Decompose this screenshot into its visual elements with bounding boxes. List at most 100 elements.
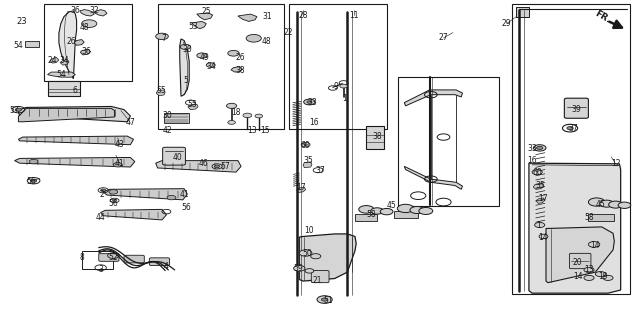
Polygon shape (15, 157, 135, 167)
Polygon shape (188, 104, 198, 110)
Circle shape (246, 35, 261, 42)
Polygon shape (101, 209, 167, 220)
Polygon shape (404, 166, 462, 189)
Circle shape (294, 266, 305, 271)
Polygon shape (80, 10, 94, 16)
Text: 26: 26 (67, 37, 76, 46)
Text: 30: 30 (183, 44, 192, 54)
Text: 57: 57 (10, 106, 20, 115)
Text: FR.: FR. (593, 9, 612, 25)
Polygon shape (191, 21, 206, 29)
Text: 33: 33 (527, 144, 537, 153)
Text: 8: 8 (79, 253, 84, 262)
Circle shape (533, 145, 546, 151)
Text: 20: 20 (573, 258, 583, 267)
Text: 58: 58 (584, 213, 594, 222)
Circle shape (113, 163, 122, 167)
Circle shape (600, 200, 614, 207)
Circle shape (371, 208, 384, 214)
Text: 4: 4 (164, 262, 169, 271)
Text: 16: 16 (309, 118, 319, 127)
Text: 54: 54 (56, 70, 66, 79)
Circle shape (539, 234, 548, 239)
Circle shape (419, 207, 433, 214)
Text: 24: 24 (48, 56, 58, 65)
Circle shape (113, 199, 117, 201)
Circle shape (29, 159, 38, 164)
Circle shape (609, 201, 623, 208)
Text: 19: 19 (598, 272, 608, 281)
Circle shape (226, 103, 236, 108)
Polygon shape (529, 163, 621, 293)
Text: 29: 29 (502, 19, 512, 28)
Text: 13: 13 (584, 265, 594, 275)
Circle shape (305, 269, 314, 273)
Bar (512, 4, 630, 294)
Text: 3: 3 (98, 265, 103, 275)
Text: 32: 32 (89, 6, 99, 15)
FancyBboxPatch shape (150, 258, 170, 266)
Text: 2: 2 (100, 189, 104, 199)
Circle shape (536, 146, 543, 149)
Text: 11: 11 (349, 11, 358, 20)
FancyBboxPatch shape (99, 254, 119, 261)
FancyBboxPatch shape (124, 255, 145, 263)
Polygon shape (303, 162, 312, 168)
Text: 37: 37 (315, 166, 325, 175)
Polygon shape (179, 39, 189, 96)
Text: 36: 36 (70, 6, 81, 15)
Text: 51: 51 (323, 296, 333, 305)
Text: 41: 41 (179, 189, 189, 199)
Polygon shape (536, 198, 545, 203)
Text: 55: 55 (187, 100, 197, 109)
Text: 15: 15 (261, 126, 270, 135)
Text: 39: 39 (571, 105, 581, 114)
Bar (48, 81, 80, 96)
Circle shape (82, 20, 97, 28)
Circle shape (197, 53, 207, 58)
Polygon shape (50, 57, 59, 63)
Text: 54: 54 (13, 41, 23, 50)
Text: 40: 40 (173, 153, 183, 162)
Circle shape (534, 222, 545, 228)
Text: 41: 41 (115, 159, 124, 168)
Text: 1: 1 (342, 94, 347, 103)
Circle shape (156, 33, 169, 40)
Circle shape (101, 189, 106, 192)
Polygon shape (238, 14, 257, 21)
Text: 28: 28 (299, 11, 308, 20)
Polygon shape (81, 49, 91, 55)
Text: 7: 7 (162, 35, 166, 44)
Polygon shape (74, 40, 84, 45)
Text: 10: 10 (304, 226, 314, 235)
Text: 45: 45 (595, 200, 605, 209)
Text: 53: 53 (189, 22, 198, 31)
Text: 27: 27 (439, 34, 448, 43)
Bar (82, 252, 113, 269)
Text: 58: 58 (366, 210, 375, 219)
Text: 14: 14 (539, 233, 548, 242)
Bar (394, 211, 418, 218)
Text: 60: 60 (533, 168, 542, 177)
Circle shape (567, 126, 573, 130)
Circle shape (243, 113, 252, 118)
Text: 60: 60 (301, 141, 311, 150)
Circle shape (255, 114, 262, 118)
Circle shape (618, 202, 631, 208)
Circle shape (109, 190, 118, 194)
Circle shape (584, 275, 594, 280)
Bar (366, 126, 384, 149)
Text: 33: 33 (307, 98, 317, 107)
FancyBboxPatch shape (564, 98, 588, 118)
Bar (44, 4, 133, 81)
Circle shape (359, 205, 374, 213)
Text: 35: 35 (536, 181, 545, 190)
Text: 49: 49 (200, 52, 209, 61)
Circle shape (588, 242, 600, 247)
Text: 26: 26 (235, 52, 245, 61)
Text: 47: 47 (126, 118, 135, 127)
Polygon shape (94, 10, 107, 16)
Text: 57: 57 (221, 162, 230, 171)
Circle shape (588, 198, 605, 206)
Text: 18: 18 (231, 108, 241, 117)
